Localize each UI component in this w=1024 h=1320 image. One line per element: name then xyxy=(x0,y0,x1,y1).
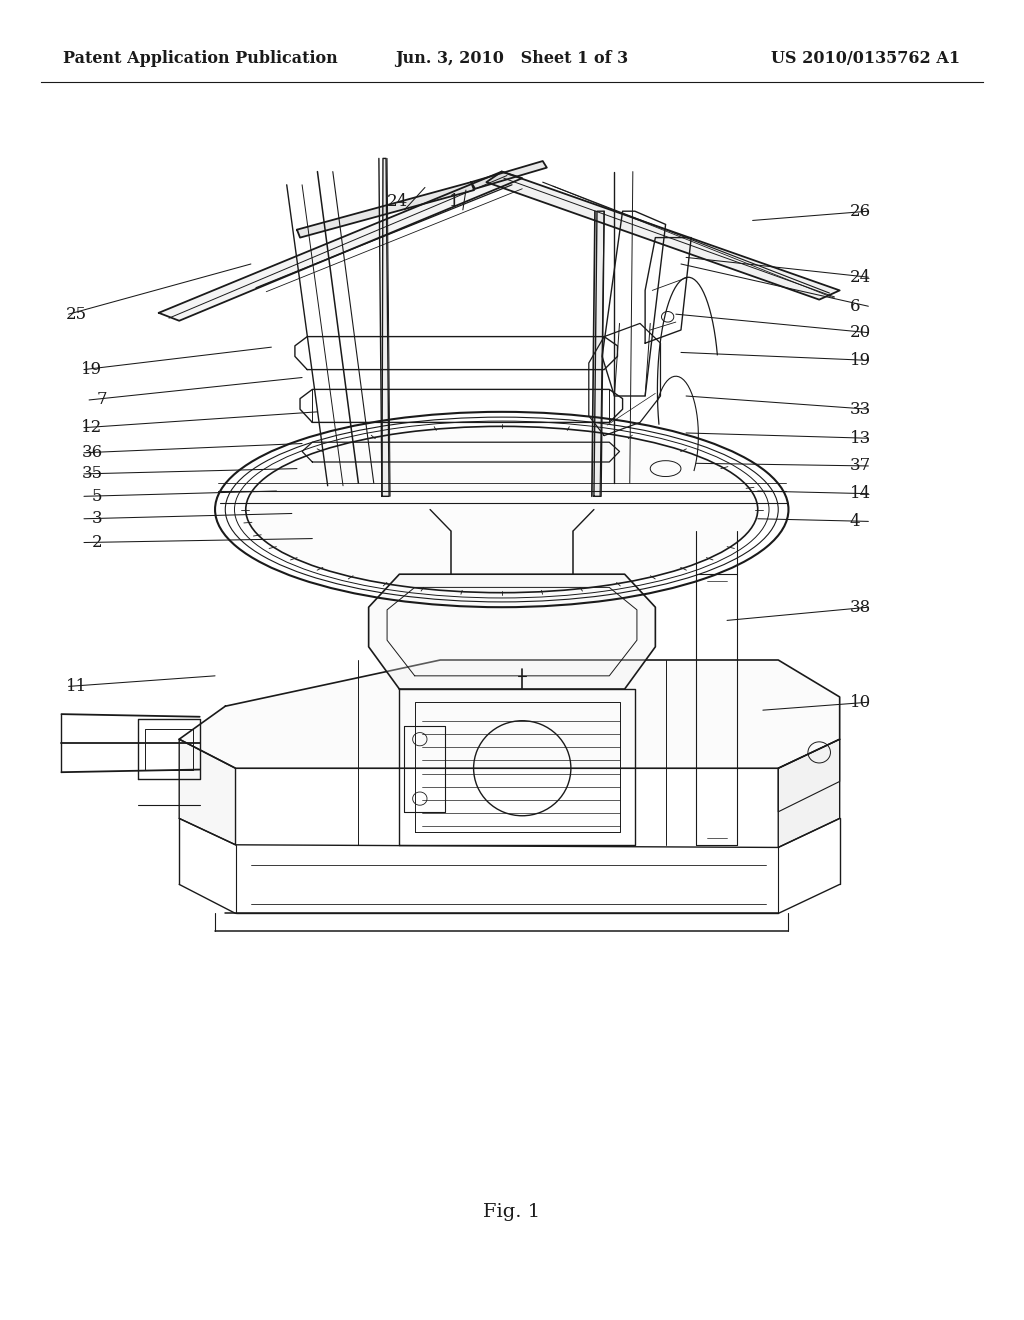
Text: 24: 24 xyxy=(850,269,871,285)
Text: 19: 19 xyxy=(850,352,871,368)
Text: 1: 1 xyxy=(450,194,460,210)
Text: 38: 38 xyxy=(850,599,871,615)
Polygon shape xyxy=(594,211,604,496)
Text: 25: 25 xyxy=(66,306,87,322)
Polygon shape xyxy=(486,172,840,300)
Polygon shape xyxy=(179,739,236,845)
Text: 6: 6 xyxy=(850,298,860,314)
Text: 37: 37 xyxy=(850,458,871,474)
Text: 5: 5 xyxy=(92,488,102,504)
Text: 2: 2 xyxy=(92,535,102,550)
Text: 35: 35 xyxy=(81,466,102,482)
Polygon shape xyxy=(179,660,840,768)
Text: 3: 3 xyxy=(92,511,102,527)
Text: 20: 20 xyxy=(850,325,871,341)
Polygon shape xyxy=(246,426,758,593)
Text: 7: 7 xyxy=(97,392,108,408)
Polygon shape xyxy=(297,182,474,238)
Text: 19: 19 xyxy=(81,362,102,378)
Polygon shape xyxy=(778,739,840,847)
Text: Fig. 1: Fig. 1 xyxy=(483,1203,541,1221)
Polygon shape xyxy=(382,158,389,496)
Text: 4: 4 xyxy=(850,513,860,529)
Text: 13: 13 xyxy=(850,430,871,446)
Text: 36: 36 xyxy=(81,445,102,461)
Text: 14: 14 xyxy=(850,486,871,502)
Text: US 2010/0135762 A1: US 2010/0135762 A1 xyxy=(771,50,961,67)
Text: 33: 33 xyxy=(850,401,871,417)
Text: 10: 10 xyxy=(850,694,871,710)
Text: 11: 11 xyxy=(66,678,87,694)
Text: Patent Application Publication: Patent Application Publication xyxy=(63,50,338,67)
Text: 12: 12 xyxy=(81,420,102,436)
Text: Jun. 3, 2010   Sheet 1 of 3: Jun. 3, 2010 Sheet 1 of 3 xyxy=(395,50,629,67)
Text: 26: 26 xyxy=(850,203,871,219)
Polygon shape xyxy=(369,574,655,689)
Polygon shape xyxy=(159,172,522,321)
Polygon shape xyxy=(471,161,547,189)
Text: 24: 24 xyxy=(387,194,408,210)
